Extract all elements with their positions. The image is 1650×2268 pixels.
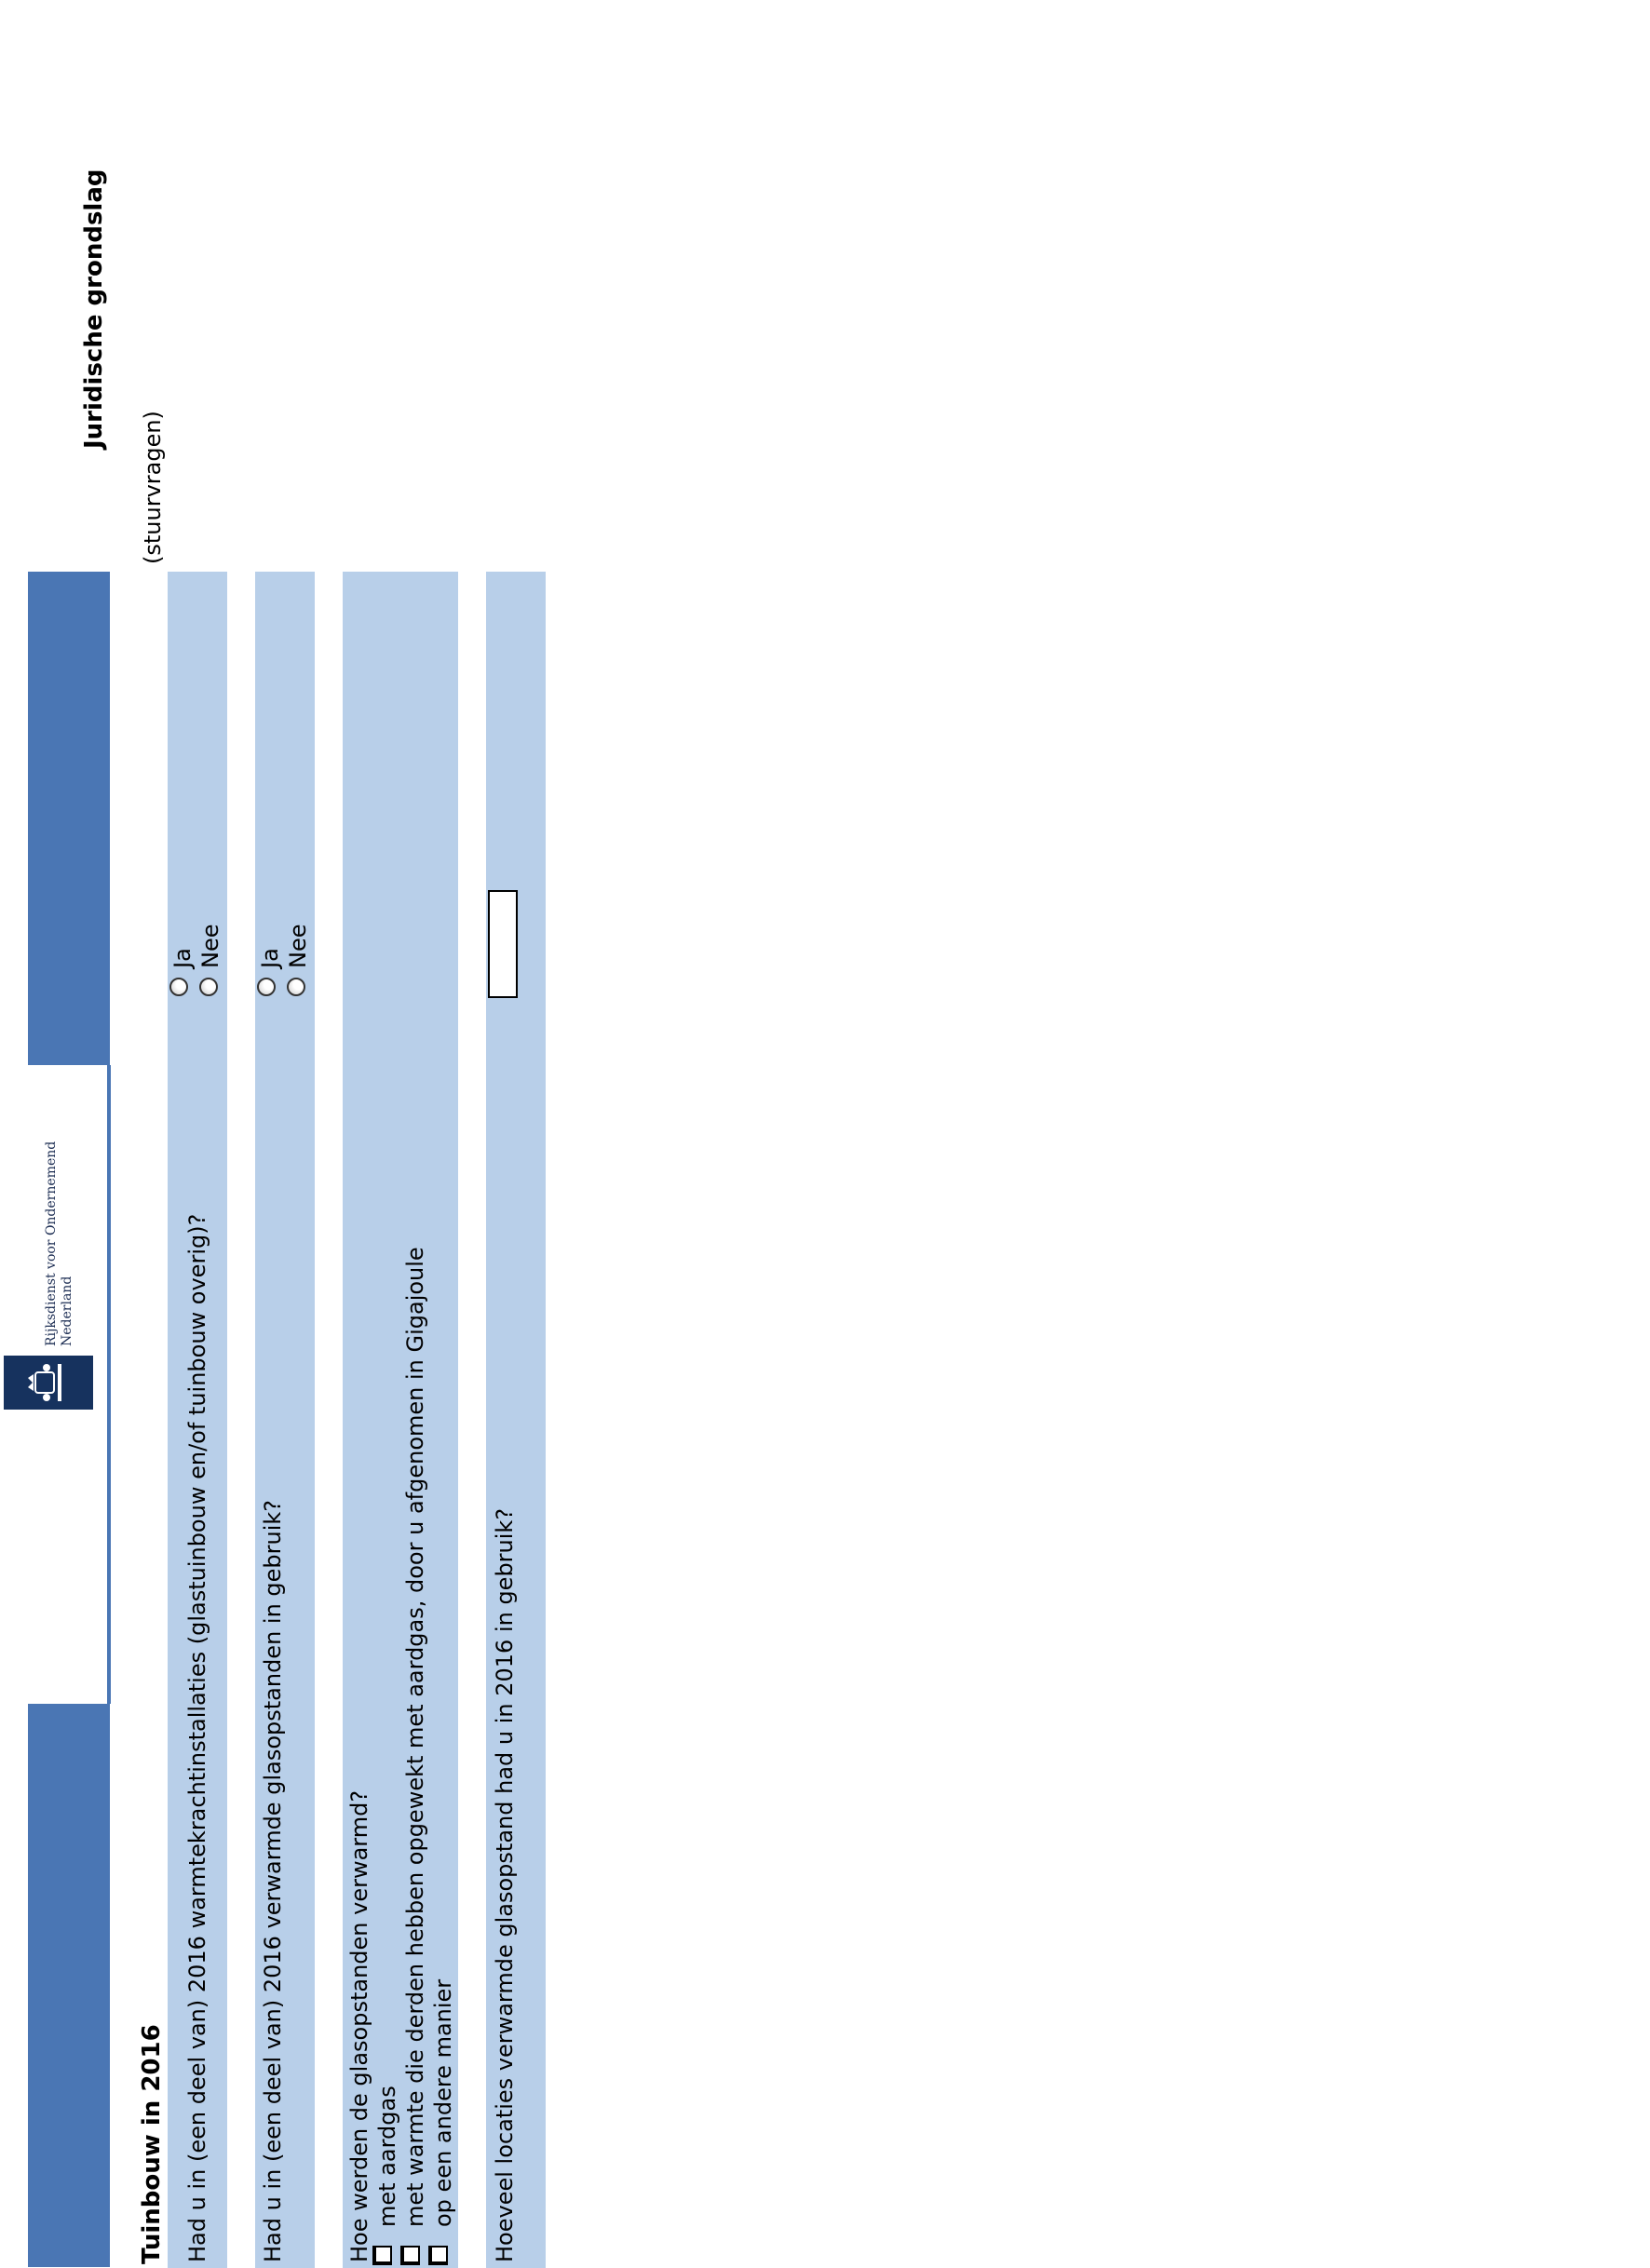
logo-text: Rijksdienst voor Ondernemend Nederland [44,1141,74,1346]
header-divider-line [107,1065,111,1704]
question-locations-label: Hoeveel locaties verwarmde glasopstand h… [492,1507,518,2262]
heating-natural-gas-checkbox[interactable] [372,2246,392,2265]
chp-yes-radio[interactable] [169,978,188,996]
question-row-heated-greenhouses [255,572,315,2268]
legal-basis-title: Juridische grondslag [80,169,108,450]
heating-third-party-label: met warmte die derden hebben opgewekt me… [402,1247,428,2227]
question-row-chp [168,572,227,2268]
heating-third-party-checkbox[interactable] [400,2246,420,2265]
heating-other-label: op een andere manier [430,1978,456,2227]
heated-greenhouses-yes-radio[interactable] [257,978,276,996]
chp-yes-label: Ja [169,948,196,968]
heating-natural-gas-label: met aardgas [374,2086,400,2227]
crown-emblem-icon [28,1364,61,1401]
question-row-locations [486,572,546,2268]
locations-count-input[interactable] [488,890,518,998]
question-heating-method-label: Hoe werden de glasopstanden verwarmd? [346,1789,372,2262]
question-chp-label: Had u in (een deel van) 2016 warmtekrach… [184,1213,210,2262]
heating-other-checkbox[interactable] [428,2246,448,2265]
steering-questions-label: (stuurvragen) [140,411,166,564]
heated-greenhouses-yes-label: Ja [257,948,283,968]
header-band-left [28,1704,110,2267]
heated-greenhouses-no-radio[interactable] [287,978,305,996]
section-title: Tuinbouw in 2016 [138,2024,166,2264]
logo-emblem [4,1356,93,1410]
header-band-right [28,572,110,1065]
chp-no-radio[interactable] [199,978,218,996]
heated-greenhouses-no-label: Nee [285,924,311,968]
chp-no-label: Nee [197,924,223,968]
question-row-heating-method [343,572,458,2268]
question-heated-greenhouses-label: Had u in (een deel van) 2016 verwarmde g… [260,1499,286,2262]
